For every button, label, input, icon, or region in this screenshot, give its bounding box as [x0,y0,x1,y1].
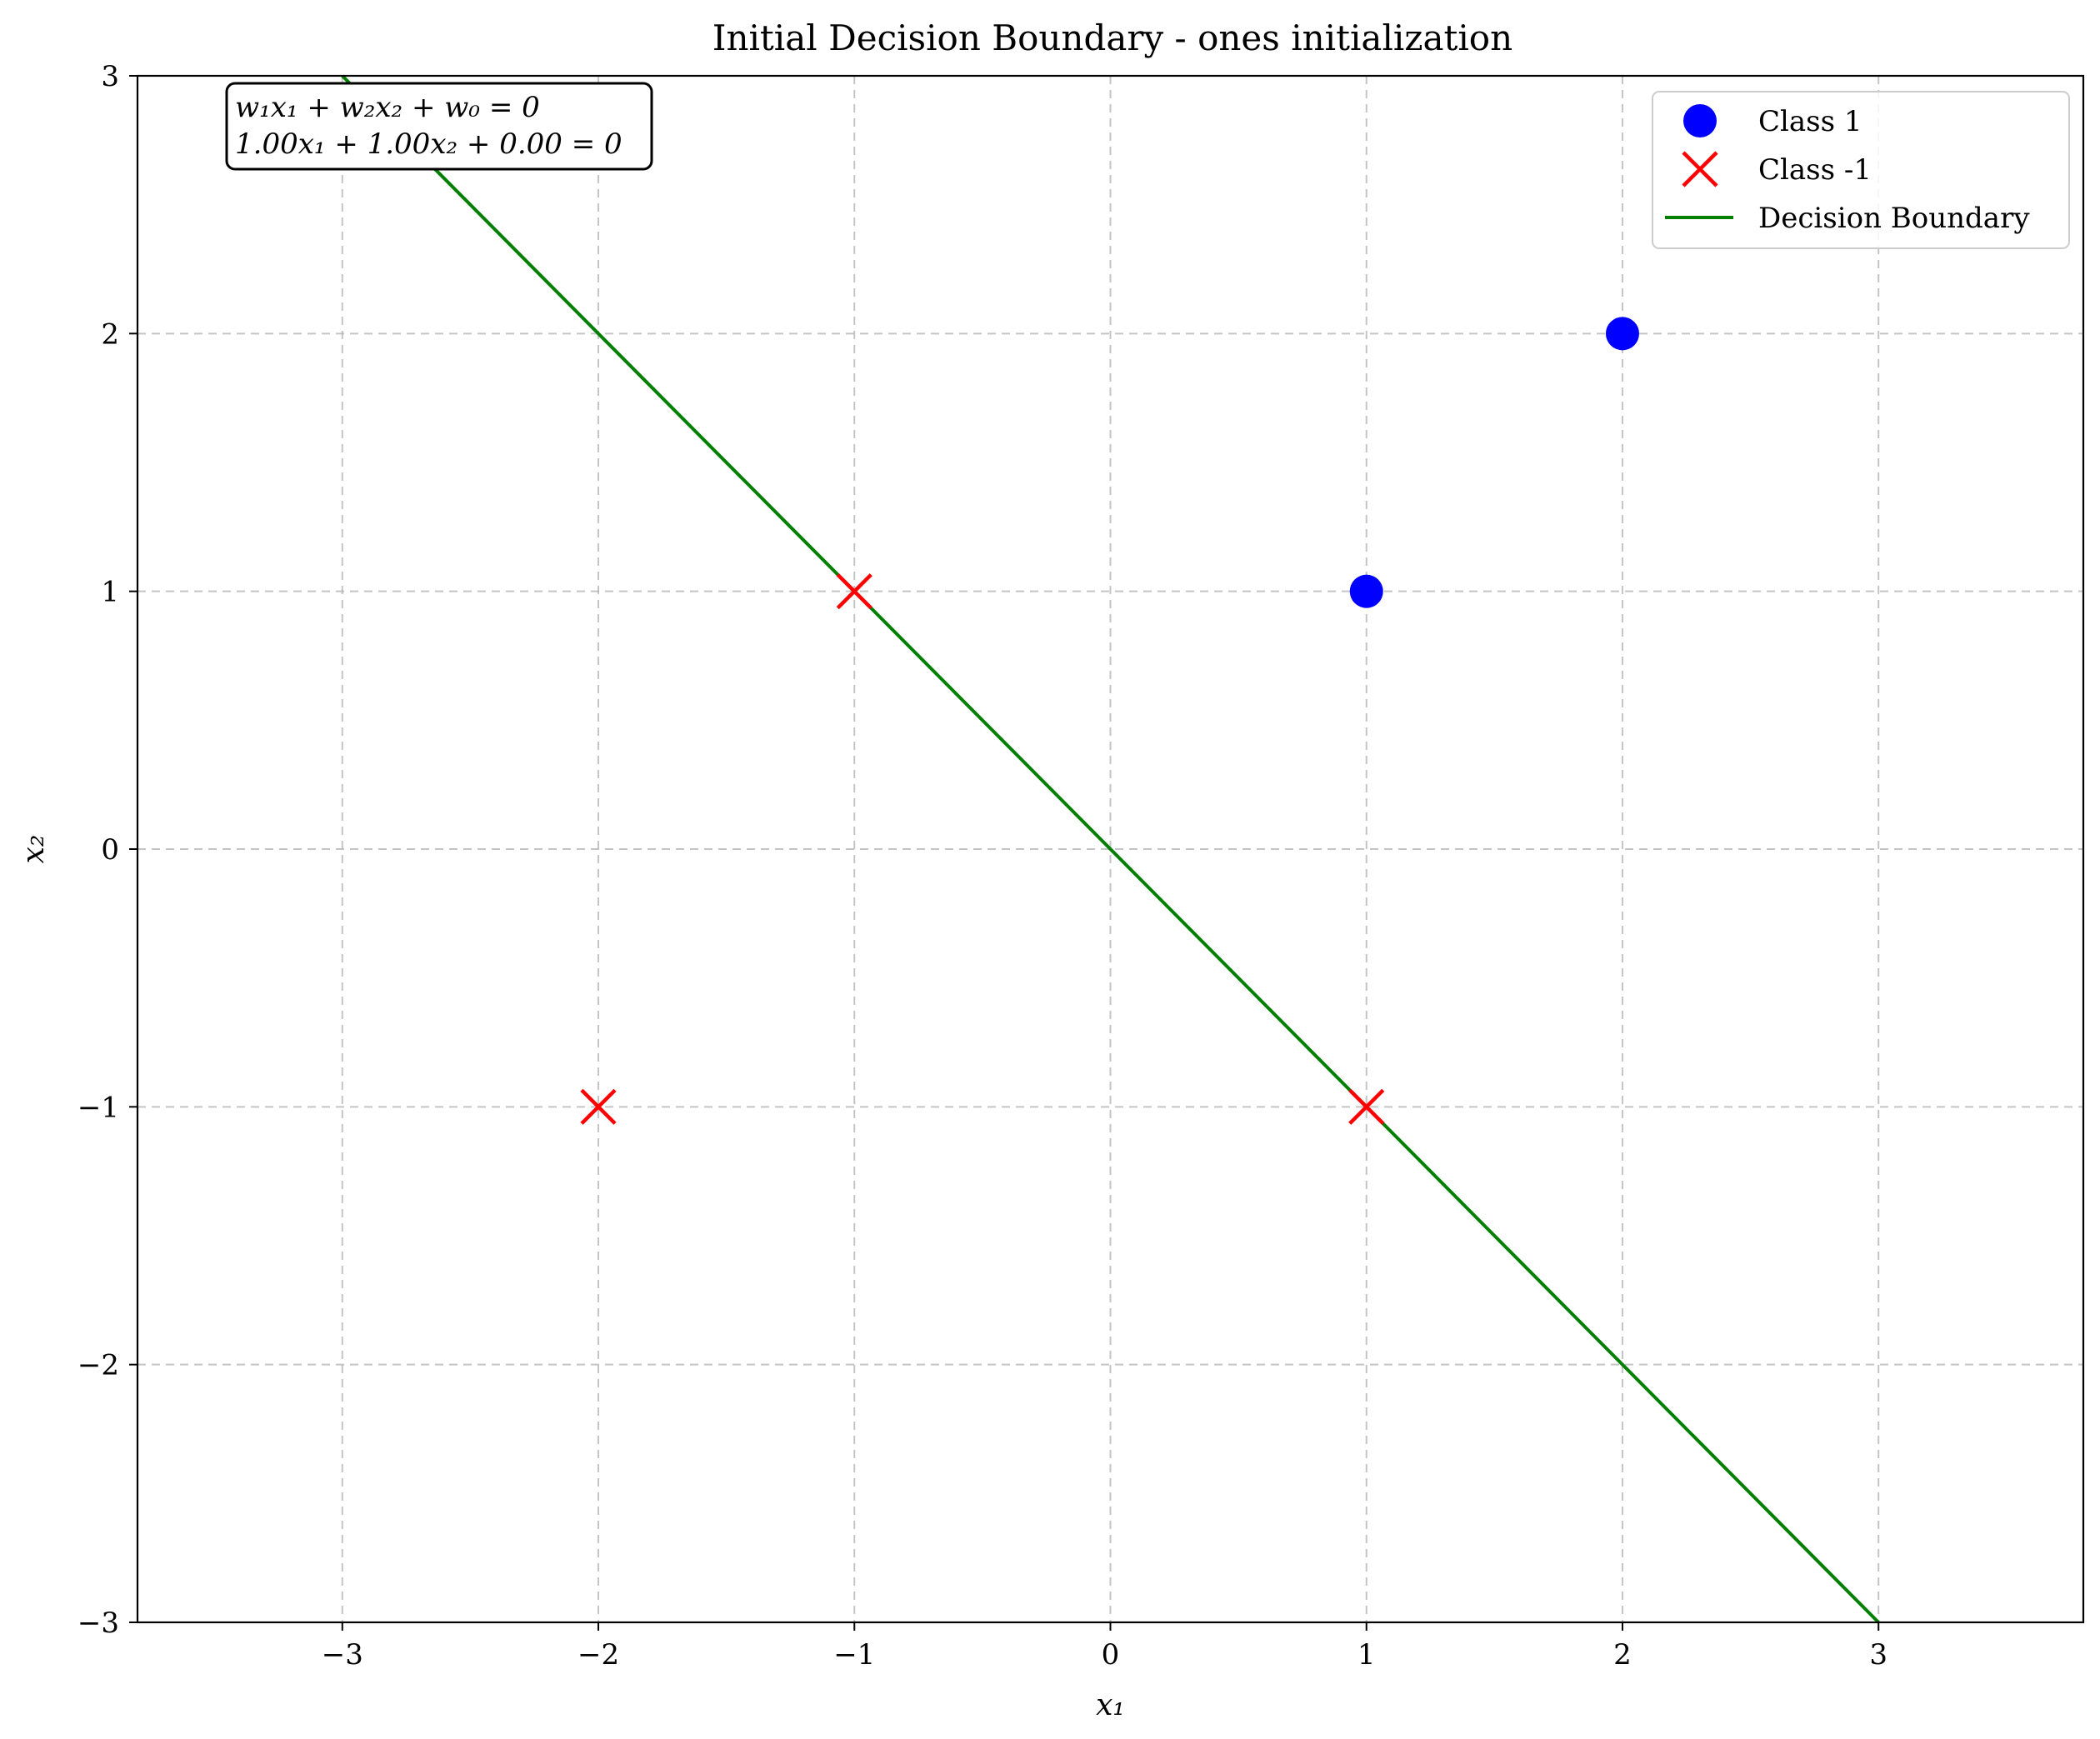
x-tick-label-1: −2 [578,1638,619,1672]
x-tick-label-6: 3 [1869,1638,1888,1672]
legend-item-2: Decision Boundary [1665,202,2030,235]
legend-circle-icon [1683,104,1717,137]
equation-annotation: w₁x₁ + w₂x₂ + w₀ = 0 1.00x₁ + 1.00x₂ + 0… [225,82,653,171]
equation-general: w₁x₁ + w₂x₂ + w₀ = 0 [235,91,540,124]
x-axis-label: x₁ [1096,1688,1125,1722]
legend-item-1: Class -1 [1682,151,1872,187]
x-tick-label-3: 0 [1102,1638,1120,1672]
equation-values: 1.00x₁ + 1.00x₂ + 0.00 = 0 [235,127,622,161]
legend-label-0: Class 1 [1758,105,1862,138]
chart-title: Initial Decision Boundary - ones initial… [712,17,1512,58]
legend-label-2: Decision Boundary [1758,202,2030,235]
y-tick-label-3: 0 [101,833,119,867]
class-1-point-1 [1605,317,1639,351]
legend-x-icon-b [1682,151,1718,187]
x-marker-stroke-b [836,573,872,610]
x-tick-label-5: 2 [1613,1638,1632,1672]
y-tick-label-2: −1 [78,1091,119,1124]
grid [138,75,2083,1623]
y-tick-label-1: −2 [78,1349,119,1382]
x-tick-label-4: 1 [1358,1638,1376,1672]
class-neg1-point-0 [836,573,872,610]
class-neg1-point-2 [1348,1088,1385,1125]
class-neg1-point-1 [580,1088,617,1125]
class-1-point-0 [1349,574,1383,608]
y-tick-label-4: 1 [101,576,119,609]
legend-frame [1652,91,2070,249]
x-marker-stroke-b [580,1088,617,1125]
y-tick-label-0: −3 [78,1607,119,1640]
y-axis-label: x₂ [17,835,51,864]
x-marker-stroke-b [1348,1088,1385,1125]
x-tick-label-0: −3 [322,1638,363,1672]
legend-label-1: Class -1 [1758,153,1872,187]
legend-item-0: Class 1 [1683,104,1862,138]
legend: Class 1 Class -1 Decision Boundary [1652,91,2070,249]
plot-area [341,74,1880,1624]
decision-boundary-line [341,74,1880,1624]
y-tick-label-6: 3 [101,60,119,93]
x-tick-label-2: −1 [833,1638,875,1672]
equation-box-frame [225,82,653,171]
y-tick-label-5: 2 [101,317,119,351]
ticks: −3 −2 −1 0 1 2 3 −3 −2 −1 0 1 2 3 [78,60,1888,1672]
